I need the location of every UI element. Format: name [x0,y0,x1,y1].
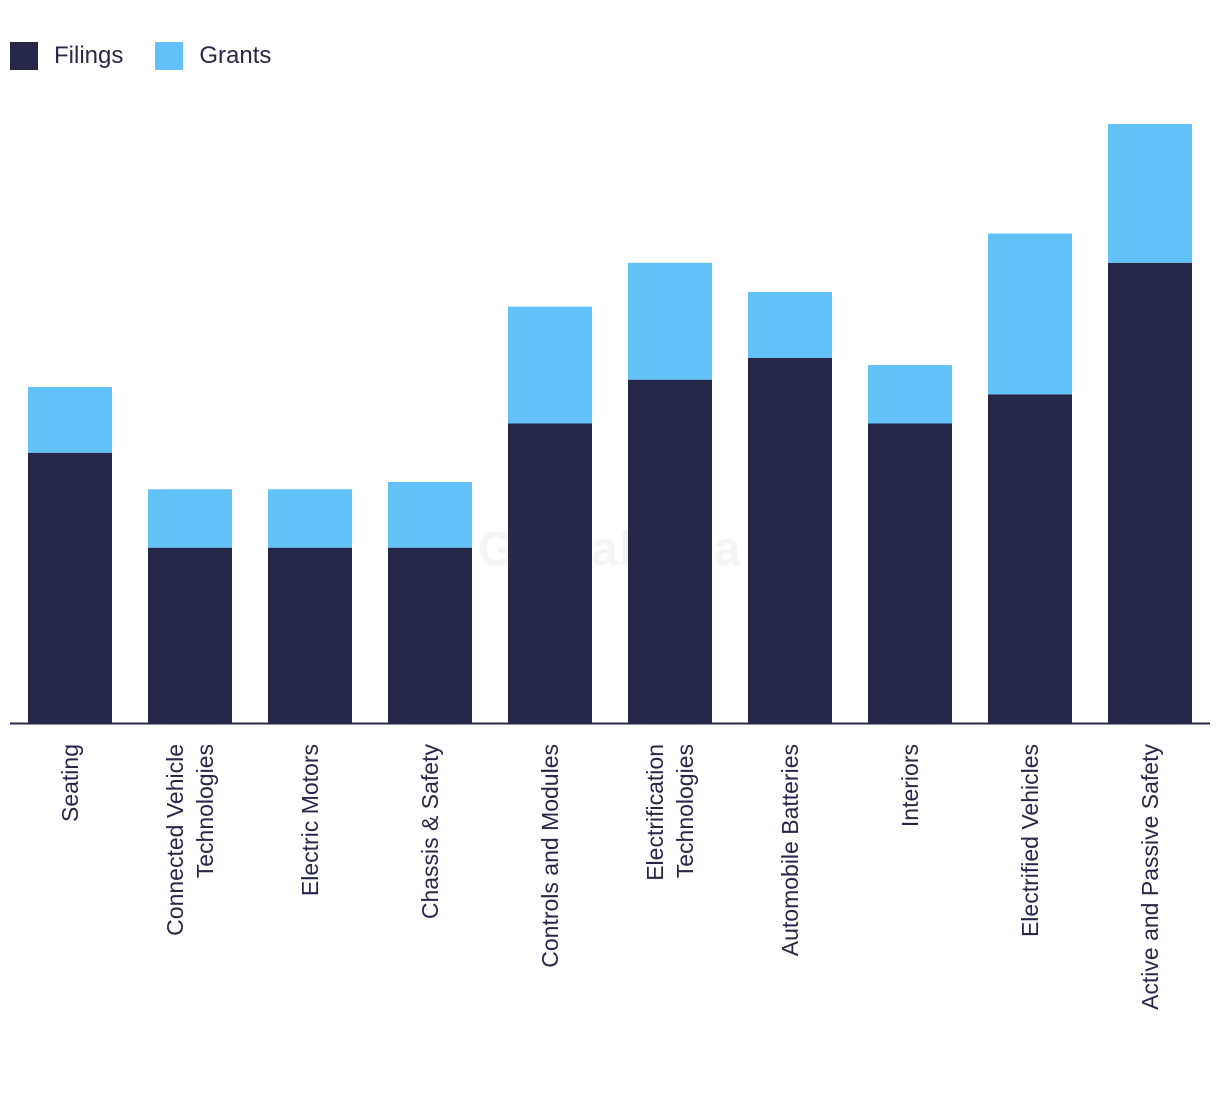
x-tick-label-line: Chassis & Safety [417,744,443,920]
bar-filings-8 [988,394,1072,723]
bar-filings-3 [388,547,472,723]
bar-filings-7 [868,423,952,723]
x-tick-label-0: Seating [57,744,83,822]
x-tick-label-line: Electrification [642,744,668,881]
bar-grants-1 [148,489,232,548]
x-tick-label-line: Active and Passive Safety [1137,744,1163,1010]
legend-swatch-filings [10,42,38,70]
x-tick-label-6: Automobile Batteries [777,744,803,956]
chart-legend: Filings Grants [10,42,303,70]
legend-item-filings: Filings [10,42,123,70]
x-tick-label-line: Automobile Batteries [777,744,803,956]
bar-grants-4 [508,306,592,424]
bar-grants-2 [268,489,352,548]
bar-filings-6 [748,357,832,723]
bar-grants-5 [628,262,712,380]
bar-filings-5 [628,379,712,723]
legend-label-grants: Grants [199,42,272,69]
x-tick-label-line: Controls and Modules [537,744,563,968]
legend-label-filings: Filings [54,42,124,69]
x-tick-label-line: Electric Motors [297,744,323,896]
x-tick-label-9: Active and Passive Safety [1137,744,1163,1010]
bar-filings-1 [148,547,232,723]
x-tick-label-2: Electric Motors [297,744,323,896]
x-tick-label-8: Electrified Vehicles [1017,744,1043,937]
bar-filings-9 [1108,262,1192,723]
bar-grants-9 [1108,124,1192,263]
bar-grants-8 [988,233,1072,395]
x-tick-label-line: Seating [57,744,83,822]
bar-grants-0 [28,386,112,453]
x-tick-label-line: Interiors [897,744,923,827]
bar-grants-6 [748,292,832,358]
x-tick-label-line: Technologies [192,744,218,878]
x-tick-label-line: Technologies [672,744,698,878]
legend-item-grants: Grants [155,42,271,70]
bar-grants-3 [388,481,472,548]
x-tick-label-7: Interiors [897,744,923,827]
bar-filings-2 [268,547,352,723]
x-tick-label-1: Connected Vehicle Technologies [162,744,218,936]
bar-filings-4 [508,423,592,723]
bar-grants-7 [868,365,952,424]
legend-swatch-grants [155,42,184,70]
x-tick-label-4: Controls and Modules [537,744,563,968]
bar-filings-0 [28,452,112,723]
x-tick-label-line: Electrified Vehicles [1017,744,1043,937]
x-tick-label-line: Connected Vehicle [162,744,188,936]
x-tick-label-3: Chassis & Safety [417,744,443,920]
x-tick-label-5: Electrification Technologies [642,744,698,881]
